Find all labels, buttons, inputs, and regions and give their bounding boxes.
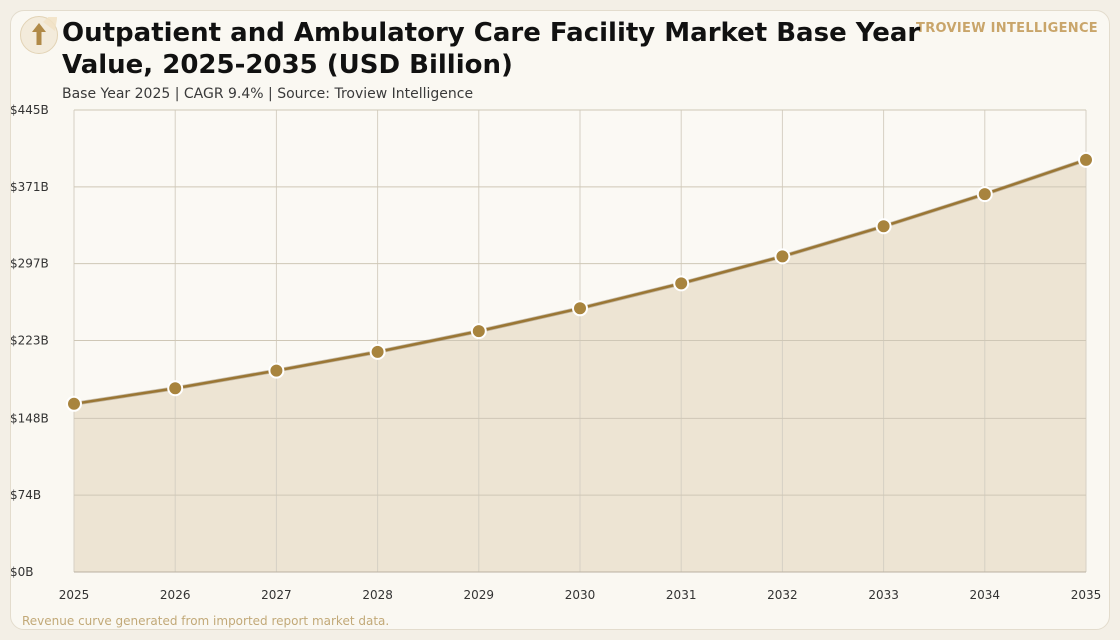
data-point	[268, 362, 285, 379]
y-tick-label: $148B	[10, 411, 49, 425]
y-tick-label: $371B	[10, 180, 49, 194]
y-tick-label: $297B	[10, 257, 49, 271]
y-tick-label: $0B	[10, 565, 34, 579]
data-point	[66, 395, 82, 412]
y-tick-label: $445B	[10, 103, 49, 117]
x-tick-label: 2032	[767, 588, 798, 602]
x-tick-label: 2028	[362, 588, 393, 602]
x-tick-label: 2035	[1071, 588, 1102, 602]
x-tick-label: 2027	[261, 588, 292, 602]
x-tick-label: 2031	[666, 588, 697, 602]
data-point	[470, 323, 487, 340]
x-tick-label: 2029	[464, 588, 495, 602]
x-tick-label: 2026	[160, 588, 191, 602]
logo	[20, 7, 59, 54]
x-tick-label: 2030	[565, 588, 596, 602]
x-tick-label: 2033	[868, 588, 899, 602]
page-title: Outpatient and Ambulatory Care Facility …	[62, 18, 921, 80]
y-tick-label: $223B	[10, 333, 49, 347]
chart-subtitle: Base Year 2025 | CAGR 9.4% | Source: Tro…	[62, 86, 474, 102]
brand-label: TROVIEW INTELLIGENCE	[916, 21, 1098, 36]
x-tick-label: 2025	[59, 588, 90, 602]
data-point	[976, 186, 993, 203]
data-point	[875, 218, 892, 235]
x-tick-label: 2034	[970, 588, 1001, 602]
data-point	[572, 300, 588, 317]
y-tick-label: $74B	[10, 488, 41, 502]
data-point	[1078, 151, 1094, 168]
footnote: Revenue curve generated from imported re…	[22, 614, 390, 628]
data-point	[369, 343, 386, 360]
data-point	[673, 275, 690, 292]
data-point	[167, 380, 184, 397]
data-point	[774, 248, 791, 265]
